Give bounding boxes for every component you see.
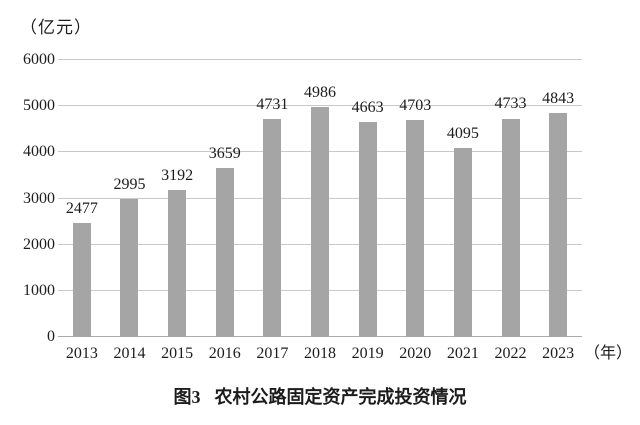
figure-caption: 图3 农村公路固定资产完成投资情况 [0, 383, 640, 409]
x-tick-label: 2022 [494, 345, 527, 362]
bar-value-label: 4731 [256, 95, 289, 113]
bar-value-label: 2995 [113, 175, 146, 193]
bar-2016 [215, 168, 234, 337]
bar-2015 [168, 189, 187, 337]
x-tick-label: 2019 [351, 345, 384, 362]
bar-value-label: 4843 [542, 90, 575, 108]
x-tick-label: 2018 [303, 345, 336, 362]
y-tick-label: 2000 [23, 235, 55, 253]
y-tick-label: 0 [47, 328, 55, 345]
bar-value-label: 4733 [494, 95, 527, 113]
bar-2023 [549, 113, 568, 337]
bar-2019 [358, 121, 377, 337]
bar-value-label: 3659 [208, 145, 241, 163]
bar-2018 [311, 106, 329, 337]
y-tick-label: 6000 [23, 51, 55, 68]
bar-2022 [501, 118, 520, 337]
x-tick-label: 2013 [65, 345, 98, 362]
y-axis-unit-label: （亿元） [20, 18, 92, 37]
figure-number: 图3 [173, 387, 201, 407]
bar-2020 [406, 119, 425, 337]
bar-2021 [453, 147, 472, 337]
x-tick-label: 2020 [399, 345, 432, 362]
y-tick-label: 1000 [23, 281, 55, 299]
plot-area [58, 59, 582, 337]
figure-title: 农村公路固定资产完成投资情况 [214, 387, 467, 407]
bar-value-label: 4703 [399, 96, 432, 114]
x-tick-label: 2016 [208, 345, 241, 362]
y-tick-label: 4000 [23, 143, 55, 161]
x-tick-label: 2023 [542, 345, 575, 362]
bar-value-label: 4095 [446, 124, 479, 142]
bar-2013 [72, 222, 91, 337]
y-tick-label: 5000 [23, 97, 55, 115]
x-tick-label: 2014 [113, 345, 146, 362]
gridline [58, 105, 582, 107]
x-tick-label: 2015 [161, 345, 194, 362]
bar-2017 [263, 118, 282, 337]
x-axis-unit-label: （年） [584, 345, 633, 362]
x-tick-label: 2021 [446, 345, 479, 362]
x-tick-label: 2017 [256, 345, 289, 362]
y-tick-label: 3000 [23, 189, 55, 207]
bar-value-label: 4663 [351, 98, 384, 116]
bar-2014 [120, 198, 139, 337]
gridline [58, 59, 582, 60]
bar-value-label: 4986 [304, 83, 336, 101]
bar-value-label: 2477 [65, 199, 98, 217]
bar-value-label: 3192 [161, 166, 194, 184]
